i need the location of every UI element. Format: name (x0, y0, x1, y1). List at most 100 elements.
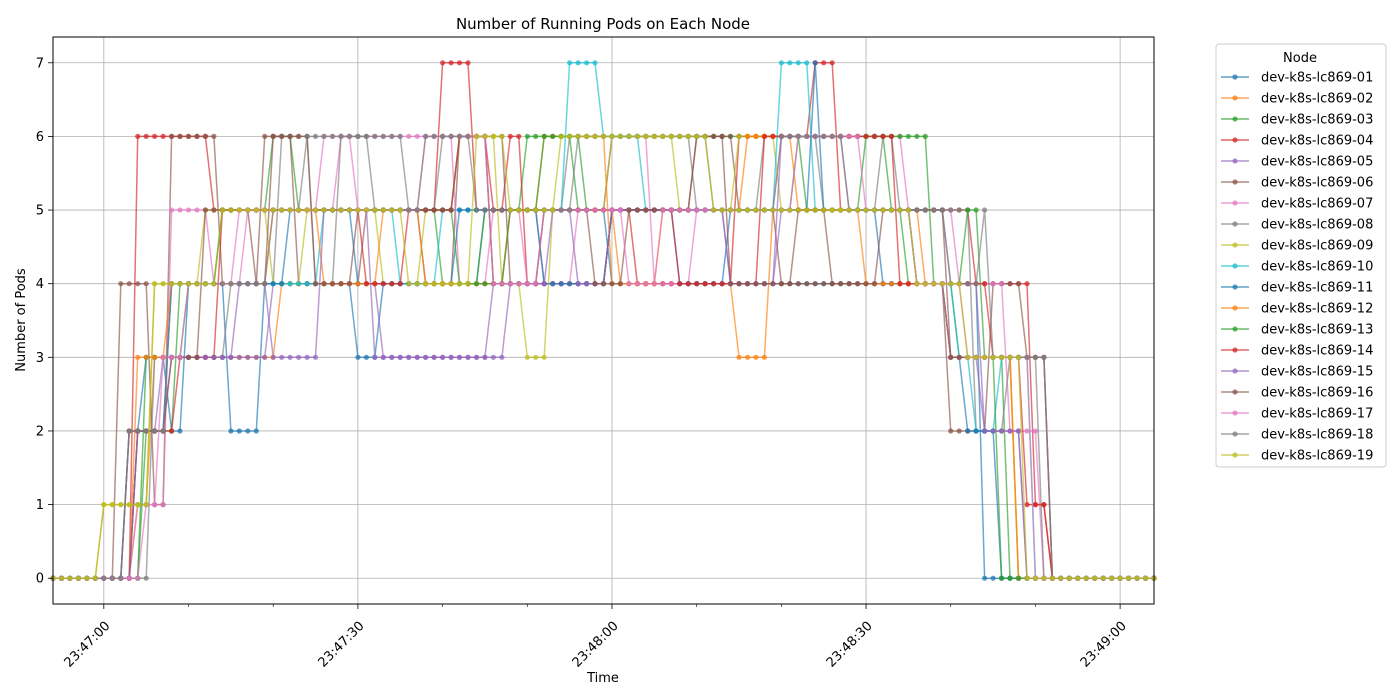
data-point (1109, 575, 1115, 581)
data-point (126, 428, 132, 434)
legend-items: dev-k8s-lc869-01 dev-k8s-lc869-02 dev-k8s-… (1221, 71, 1373, 464)
data-point (135, 281, 141, 287)
data-point (888, 133, 895, 139)
data-point (490, 354, 496, 360)
data-point (1075, 575, 1081, 581)
data-point (473, 207, 480, 213)
data-point (753, 354, 759, 360)
legend-entry: dev-k8s-lc869-16 (1221, 386, 1373, 401)
data-point (626, 207, 632, 213)
data-point (152, 502, 158, 508)
data-point (499, 133, 505, 139)
data-point (1134, 575, 1140, 581)
data-point (507, 281, 513, 287)
data-point (423, 207, 429, 213)
data-point (312, 207, 319, 213)
data-point (787, 207, 793, 213)
legend-label: dev-k8s-lc869-04 (1261, 134, 1373, 149)
data-point (287, 207, 293, 213)
data-point (541, 281, 547, 287)
data-point (575, 207, 581, 213)
legend-swatch-marker (1232, 326, 1238, 332)
data-point (143, 281, 149, 287)
data-point (939, 207, 945, 213)
data-point (279, 281, 285, 287)
data-point (270, 133, 276, 139)
y-tick-label: 4 (36, 277, 44, 292)
data-point (338, 207, 344, 213)
legend-swatch-marker (1232, 389, 1238, 395)
data-point (338, 281, 344, 287)
data-point (228, 207, 234, 213)
data-point (592, 281, 598, 287)
data-point (719, 133, 725, 139)
data-point (321, 133, 327, 139)
data-point (694, 133, 700, 139)
legend-label: dev-k8s-lc869-06 (1261, 176, 1373, 191)
data-point (871, 133, 878, 139)
data-point (905, 281, 912, 287)
data-point (829, 207, 835, 213)
data-point (829, 133, 835, 139)
data-point (372, 133, 378, 139)
data-point (685, 133, 691, 139)
legend-label: dev-k8s-lc869-17 (1261, 407, 1373, 422)
data-point (406, 354, 412, 360)
data-point (694, 207, 700, 213)
data-point (389, 281, 395, 287)
data-point (931, 207, 937, 213)
data-point (287, 354, 293, 360)
data-point (448, 133, 454, 139)
data-point (558, 281, 564, 287)
data-point (990, 281, 996, 287)
y-axis-ticks: 0 1 2 3 4 5 6 7 (36, 56, 53, 587)
data-point (456, 60, 463, 66)
data-point (160, 133, 166, 139)
data-point (329, 207, 336, 213)
data-point (736, 354, 742, 360)
data-point (372, 281, 378, 287)
data-point (211, 281, 217, 287)
data-point (507, 207, 513, 213)
data-point (1142, 575, 1149, 581)
legend-swatch-marker (1232, 116, 1238, 122)
data-point (253, 354, 259, 360)
data-point (821, 207, 827, 213)
data-point (643, 133, 649, 139)
series-dev-k8s-lc869-19 (50, 133, 1157, 581)
data-point (253, 428, 259, 434)
data-point (838, 281, 844, 287)
data-point (507, 133, 513, 139)
x-axis-label: Time (586, 671, 619, 686)
data-point (1024, 502, 1030, 508)
data-point (584, 207, 590, 213)
data-point (194, 354, 200, 360)
data-point (169, 354, 175, 360)
legend-entry: dev-k8s-lc869-15 (1221, 365, 1373, 380)
data-point (1041, 575, 1047, 581)
data-point (456, 207, 463, 213)
data-point (863, 133, 869, 139)
data-point (855, 207, 861, 213)
data-point (778, 207, 785, 213)
data-point (490, 281, 496, 287)
data-point (473, 281, 480, 287)
data-point (431, 354, 437, 360)
data-point (1100, 575, 1106, 581)
data-point (363, 281, 369, 287)
data-point (787, 133, 793, 139)
data-point (126, 281, 132, 287)
legend-swatch-marker (1232, 284, 1238, 290)
data-point (668, 281, 674, 287)
data-point (169, 207, 175, 213)
data-point (228, 354, 234, 360)
data-point (389, 133, 395, 139)
legend-label: dev-k8s-lc869-14 (1261, 344, 1373, 359)
legend-label: dev-k8s-lc869-01 (1261, 71, 1373, 86)
y-axis-label: Number of Pods (14, 268, 29, 372)
legend-title: Node (1283, 51, 1317, 66)
data-point (397, 354, 403, 360)
legend-label: dev-k8s-lc869-08 (1261, 218, 1373, 233)
data-point (245, 354, 251, 360)
legend-entry: dev-k8s-lc869-02 (1221, 92, 1373, 107)
